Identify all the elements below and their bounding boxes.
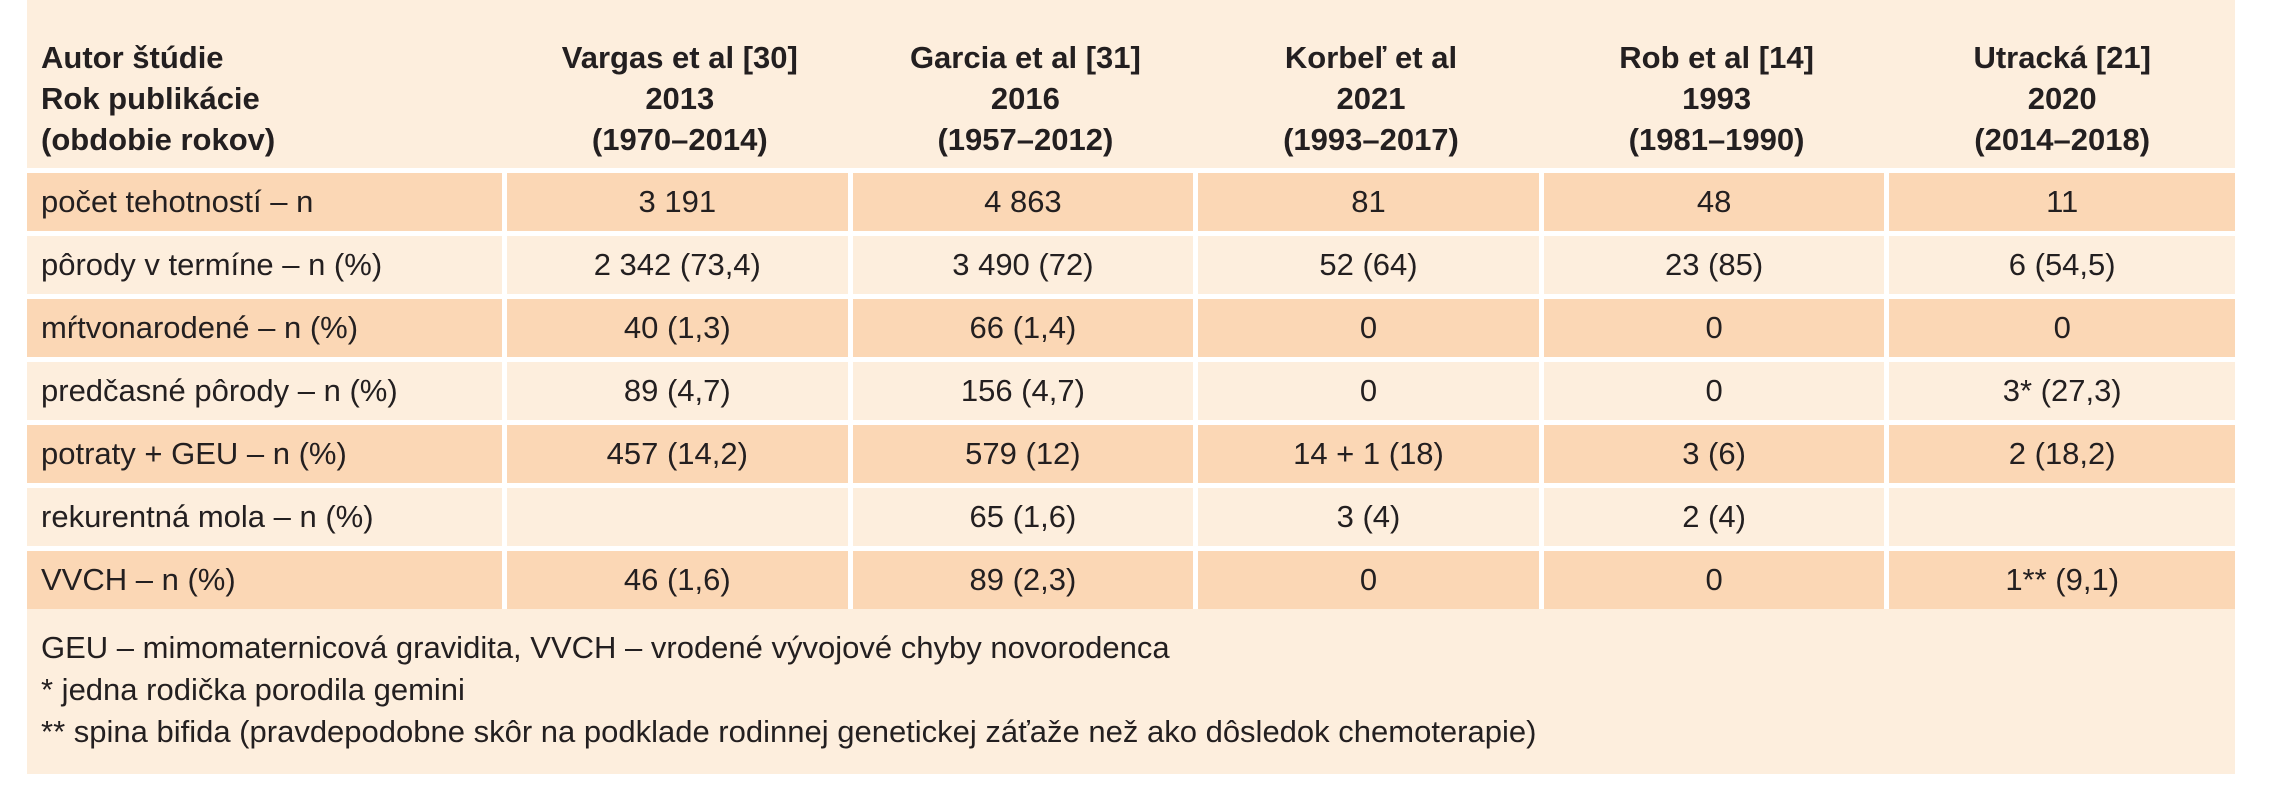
- table-cell: 65 (1,6): [852, 483, 1199, 546]
- row-label: rekurentná mola – n (%): [27, 483, 507, 546]
- header-year: 2021: [1336, 81, 1406, 116]
- table-cell: 3 191: [507, 168, 853, 231]
- table-cell: 3* (27,3): [1889, 357, 2235, 420]
- header-period: (1970–2014): [591, 122, 768, 157]
- header-garcia: Garcia et al [31] 2016 (1957–2012): [852, 0, 1199, 168]
- table-cell: 89 (2,3): [852, 546, 1199, 609]
- header-period: (2014–2018): [1974, 122, 2151, 157]
- table-cell: 48: [1543, 168, 1890, 231]
- header-period: (1957–2012): [937, 122, 1114, 157]
- header-year: 1993: [1682, 81, 1752, 116]
- header-year: 2013: [645, 81, 715, 116]
- header-rob: Rob et al [14] 1993 (1981–1990): [1543, 0, 1890, 168]
- table-cell: 40 (1,3): [507, 294, 853, 357]
- table-row: pôrody v termíne – n (%) 2 342 (73,4) 3 …: [27, 231, 2235, 294]
- header-korbel: Korbeľ et al 2021 (1993–2017): [1198, 0, 1544, 168]
- header-period: (1981–1990): [1628, 122, 1805, 157]
- table-cell: 14 + 1 (18): [1198, 420, 1544, 483]
- table-cell: 52 (64): [1198, 231, 1544, 294]
- row-label: mŕtvonarodené – n (%): [27, 294, 507, 357]
- row-label: pôrody v termíne – n (%): [27, 231, 507, 294]
- footnote-spina-bifida: ** spina bifida (pravdepodobne skôr na p…: [41, 714, 1537, 749]
- table-cell: 89 (4,7): [507, 357, 853, 420]
- table-cell: 0: [1543, 546, 1890, 609]
- table-cell: [507, 483, 853, 546]
- table-row: počet tehotností – n 3 191 4 863 81 48 1…: [27, 168, 2235, 231]
- table-footnotes: GEU – mimomaternicová gravidita, VVCH – …: [41, 627, 1536, 753]
- table-cell: 156 (4,7): [852, 357, 1199, 420]
- table-cell: 0: [1889, 294, 2235, 357]
- header-vargas: Vargas et al [30] 2013 (1970–2014): [507, 0, 853, 168]
- table-row: rekurentná mola – n (%) 65 (1,6) 3 (4) 2…: [27, 483, 2235, 546]
- header-author: Vargas et al [30]: [561, 40, 798, 75]
- row-label: predčasné pôrody – n (%): [27, 357, 507, 420]
- row-label: VVCH – n (%): [27, 546, 507, 609]
- table-cell: 3 490 (72): [852, 231, 1199, 294]
- table-cell: 2 (18,2): [1889, 420, 2235, 483]
- header-year: 2016: [990, 81, 1060, 116]
- footnote-abbreviations: GEU – mimomaternicová gravidita, VVCH – …: [41, 630, 1170, 665]
- table-row: mŕtvonarodené – n (%) 40 (1,3) 66 (1,4) …: [27, 294, 2235, 357]
- table-cell: 0: [1198, 357, 1544, 420]
- table-row: predčasné pôrody – n (%) 89 (4,7) 156 (4…: [27, 357, 2235, 420]
- table-cell: [1889, 483, 2235, 546]
- table-cell: 0: [1543, 357, 1890, 420]
- table-cell: 3 (4): [1198, 483, 1544, 546]
- table-cell: 6 (54,5): [1889, 231, 2235, 294]
- row-label: potraty + GEU – n (%): [27, 420, 507, 483]
- table-cell: 0: [1198, 294, 1544, 357]
- header-utracka: Utracká [21] 2020 (2014–2018): [1889, 0, 2235, 168]
- table-cell: 2 (4): [1543, 483, 1890, 546]
- header-line-author: Autor štúdie: [41, 40, 224, 75]
- table-cell: 2 342 (73,4): [507, 231, 853, 294]
- table-cell: 3 (6): [1543, 420, 1890, 483]
- table-row: potraty + GEU – n (%) 457 (14,2) 579 (12…: [27, 420, 2235, 483]
- table-row: VVCH – n (%) 46 (1,6) 89 (2,3) 0 0 1** (…: [27, 546, 2235, 609]
- table-header-row: Autor štúdie Rok publikácie (obdobie rok…: [27, 0, 2235, 168]
- header-author: Utracká [21]: [1973, 40, 2151, 75]
- table-cell: 0: [1198, 546, 1544, 609]
- header-author: Rob et al [14]: [1619, 40, 1814, 75]
- table-cell: 579 (12): [852, 420, 1199, 483]
- table-cell: 0: [1543, 294, 1890, 357]
- table-cell: 457 (14,2): [507, 420, 853, 483]
- table-cell: 81: [1198, 168, 1544, 231]
- table-cell: 66 (1,4): [852, 294, 1199, 357]
- footnote-gemini: * jedna rodička porodila gemini: [41, 672, 465, 707]
- header-line-period: (obdobie rokov): [41, 122, 276, 157]
- table-cell: 4 863: [852, 168, 1199, 231]
- header-year: 2020: [2027, 81, 2097, 116]
- header-period: (1993–2017): [1283, 122, 1459, 157]
- header-author: Korbeľ et al: [1284, 40, 1458, 75]
- table-cell: 1** (9,1): [1889, 546, 2235, 609]
- table-cell: 46 (1,6): [507, 546, 853, 609]
- header-author: Garcia et al [31]: [909, 40, 1141, 75]
- header-line-year: Rok publikácie: [41, 81, 260, 116]
- study-comparison-table: Autor štúdie Rok publikácie (obdobie rok…: [27, 0, 2235, 609]
- table-cell: 11: [1889, 168, 2235, 231]
- table-cell: 23 (85): [1543, 231, 1890, 294]
- header-author-year-period: Autor štúdie Rok publikácie (obdobie rok…: [27, 0, 507, 168]
- row-label: počet tehotností – n: [27, 168, 507, 231]
